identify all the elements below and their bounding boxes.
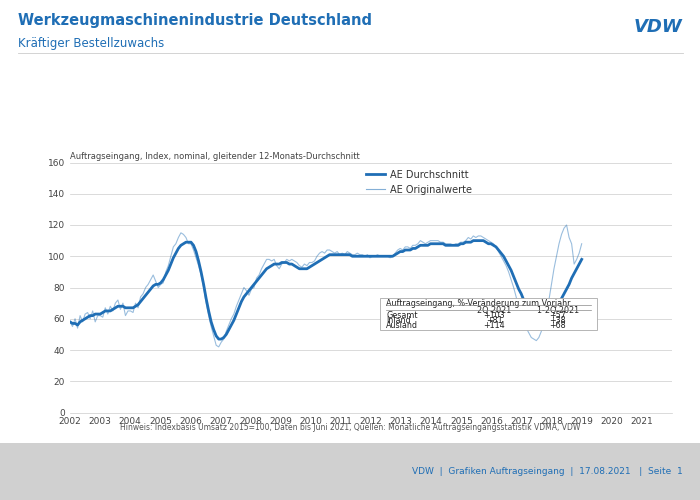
Text: 1-2Q 2021: 1-2Q 2021	[537, 306, 579, 315]
Text: +57: +57	[550, 311, 566, 320]
Text: Auftragseingang, %-Veränderung zum Vorjahr: Auftragseingang, %-Veränderung zum Vorja…	[386, 298, 570, 308]
Text: +68: +68	[550, 321, 566, 330]
Text: Kräftiger Bestellzuwachs: Kräftiger Bestellzuwachs	[18, 38, 164, 51]
Text: VDW: VDW	[634, 18, 682, 36]
Text: Auftragseingang, Index, nominal, gleitender 12-Monats-Durchschnitt: Auftragseingang, Index, nominal, gleiten…	[70, 152, 360, 161]
Text: Hinweis: Indexbasis Umsatz 2015=100, Daten bis Juni 2021, Quellen: Monatliche Au: Hinweis: Indexbasis Umsatz 2015=100, Dat…	[120, 422, 580, 432]
Text: +103: +103	[484, 311, 505, 320]
Text: VDW  |  Grafiken Auftragseingang  |  17.08.2021   |  Seite  1: VDW | Grafiken Auftragseingang | 17.08.2…	[412, 467, 682, 476]
Text: Gesamt: Gesamt	[386, 311, 417, 320]
Text: 2Q 2021: 2Q 2021	[477, 306, 512, 315]
Text: +81: +81	[486, 316, 503, 325]
Text: +114: +114	[484, 321, 505, 330]
Text: Werkzeugmaschinenindustrie Deutschland: Werkzeugmaschinenindustrie Deutschland	[18, 12, 372, 28]
Legend: AE Durchschnitt, AE Originalwerte: AE Durchschnitt, AE Originalwerte	[366, 170, 473, 194]
Text: Ausland: Ausland	[386, 321, 418, 330]
Text: +38: +38	[550, 316, 566, 325]
Bar	[380, 298, 597, 330]
Text: Inland: Inland	[386, 316, 411, 325]
